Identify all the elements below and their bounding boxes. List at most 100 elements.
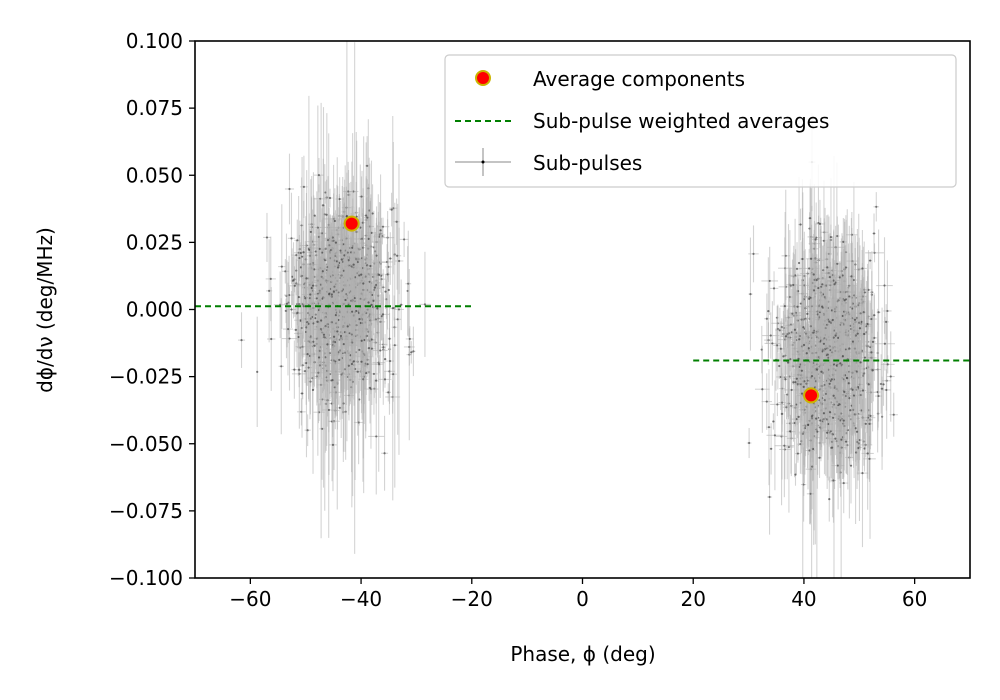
sub-pulse-point (820, 320, 836, 389)
sub-pulse-point (324, 354, 341, 406)
sub-pulse-point (391, 202, 398, 488)
sub-pulse-point (419, 251, 431, 357)
sub-pulse-point (795, 332, 802, 386)
sub-pulse-point (772, 413, 775, 430)
sub-pulse-point (394, 227, 404, 295)
sub-pulse-point (381, 415, 389, 491)
average-component-point (343, 215, 360, 232)
sub-pulse-point (872, 213, 876, 254)
average-component-point (803, 387, 820, 404)
sub-pulse-point (399, 279, 404, 331)
y-tick-label: 0.100 (126, 29, 183, 53)
legend: Average components Sub-pulse weighted av… (444, 54, 957, 188)
sub-pulse-point (372, 227, 377, 348)
sub-pulse-point (802, 309, 805, 346)
sub-pulse-point (876, 229, 881, 395)
sub-pulse-point (273, 271, 287, 339)
sub-pulse-point (794, 463, 797, 486)
sub-pulse-point (388, 192, 395, 227)
sub-pulse-point (826, 260, 843, 309)
sub-pulse-point (816, 437, 823, 479)
sub-pulse-point (374, 357, 378, 404)
sub-pulse-point (405, 326, 414, 352)
sub-pulse-point (335, 306, 340, 357)
sub-pulse-point (767, 459, 773, 535)
sub-pulse-point (798, 351, 806, 391)
sub-pulse-point (793, 363, 800, 395)
y-tick-label: −0.075 (109, 499, 183, 523)
sub-pulse-point (322, 282, 326, 387)
sub-pulse-point (349, 323, 359, 400)
sub-pulse-point (360, 213, 367, 354)
sub-pulse-point (886, 331, 895, 422)
y-tick-label: 0.000 (126, 298, 183, 322)
sub-pulse-point (317, 335, 321, 380)
sub-pulse-point (866, 374, 872, 395)
y-tick-label: 0.075 (126, 96, 183, 120)
sub-pulse-point (761, 373, 772, 430)
sub-pulse-point (284, 153, 295, 225)
sub-pulse-point (309, 179, 312, 285)
sub-pulse-point (796, 387, 801, 446)
sub-pulse-point (814, 260, 823, 316)
sub-pulse-point (820, 293, 824, 320)
sub-pulse-point (354, 307, 362, 436)
sub-pulse-point (795, 444, 801, 463)
sub-pulse-point (748, 237, 753, 351)
sub-pulse-point (278, 204, 286, 329)
sub-pulse-point (321, 158, 325, 252)
sub-pulse-point (393, 198, 400, 245)
sub-pulse-point (817, 304, 826, 440)
sub-pulse-point (825, 308, 833, 335)
sub-pulse-point (848, 322, 858, 362)
sub-pulse-point (297, 398, 306, 426)
sub-pulse-point (843, 321, 851, 436)
sub-pulse-point (788, 415, 793, 448)
sub-pulse-point (786, 308, 790, 417)
sub-pulse-point (782, 310, 785, 402)
sub-pulse-point (780, 348, 784, 480)
plot-area (195, 41, 970, 578)
sub-pulse-point (366, 200, 374, 332)
sub-pulse-point (805, 336, 808, 370)
y-tick-label: 0.050 (126, 163, 183, 187)
sub-pulse-point (849, 427, 853, 504)
sub-pulse-point (837, 326, 843, 401)
sub-pulse-point (350, 330, 354, 398)
sub-pulse-point (337, 280, 345, 392)
sub-pulse-point (830, 405, 836, 431)
sub-pulse-point (848, 291, 862, 349)
sub-pulse-point (864, 276, 871, 372)
y-tick-label: −0.025 (109, 365, 183, 389)
sub-pulse-point (767, 257, 770, 365)
sub-pulse-point (344, 41, 350, 442)
sub-pulse-point (313, 197, 316, 234)
x-tick-label: −20 (451, 587, 493, 611)
sub-pulse-point (342, 284, 354, 368)
sub-pulse-point (839, 339, 850, 445)
legend-marker-average-components (475, 70, 491, 86)
sub-pulse-point (868, 251, 872, 270)
sub-pulse-point (378, 371, 392, 388)
sub-pulse-point (754, 345, 770, 433)
sub-pulse-point (764, 301, 781, 386)
sub-pulse-point (829, 276, 836, 365)
sub-pulse-point (793, 291, 797, 368)
sub-pulse-point (828, 401, 832, 423)
sub-pulse-point (311, 258, 315, 313)
sub-pulse-point (267, 287, 276, 391)
sub-pulse-point (284, 260, 290, 348)
sub-pulse-point (880, 355, 895, 374)
sub-pulse-point (776, 321, 786, 377)
sub-pulse-point (237, 312, 246, 368)
sub-pulse-point (256, 316, 259, 428)
sub-pulse-point (837, 330, 842, 478)
sub-pulse-point (339, 250, 352, 350)
sub-pulse-point (304, 414, 311, 447)
sub-pulse-point (882, 362, 885, 406)
sub-pulse-point (829, 328, 834, 431)
x-tick-label: 40 (791, 587, 816, 611)
sub-pulse-point (829, 178, 833, 296)
sub-pulse-point (848, 218, 855, 335)
sub-pulse-point (355, 265, 367, 285)
